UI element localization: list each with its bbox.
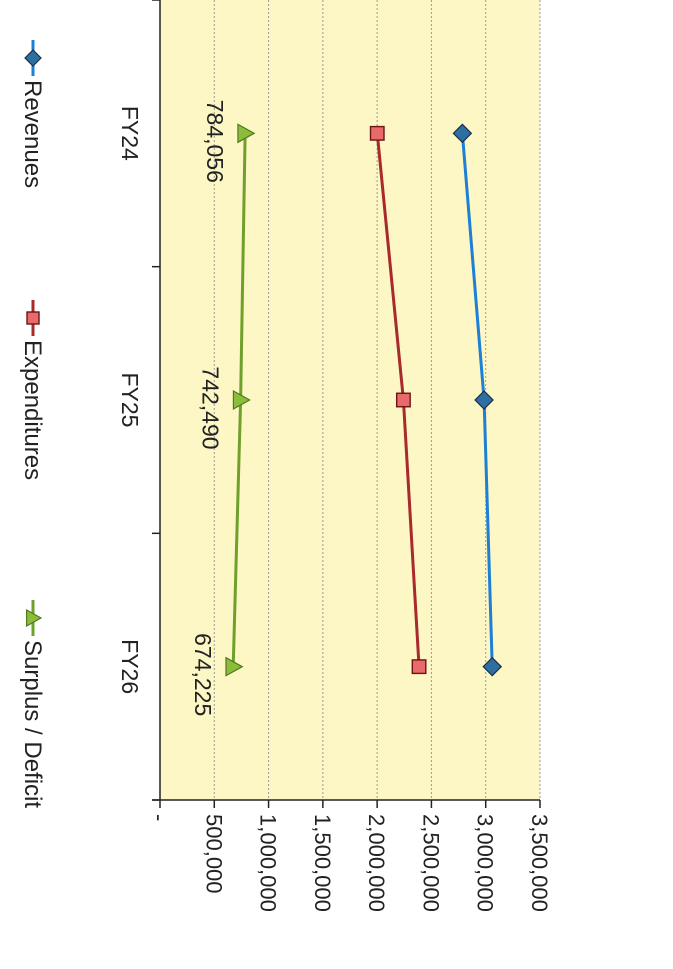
y-tick-label: 2,000,000 bbox=[364, 814, 389, 912]
data-label: 784,056 bbox=[202, 100, 228, 183]
diamond-marker bbox=[452, 123, 473, 144]
legend-label: Revenues bbox=[19, 80, 46, 188]
y-tick-label: 500,000 bbox=[201, 814, 226, 894]
diamond-marker bbox=[474, 390, 494, 410]
square-marker bbox=[369, 125, 385, 141]
legend-label: Surplus / Deficit bbox=[19, 640, 46, 808]
plot-area bbox=[160, 0, 540, 800]
series-markers bbox=[225, 123, 503, 677]
triangle-marker bbox=[232, 389, 251, 411]
rotated-chart: 784,056 742,490 674,225 - 500,000 1,000,000 1… bbox=[19, 0, 552, 912]
legend-diamond-icon bbox=[24, 49, 42, 67]
square-marker bbox=[395, 392, 411, 408]
triangle-marker bbox=[225, 656, 244, 677]
x-tick-label: FY26 bbox=[117, 639, 143, 694]
x-tick-label: FY24 bbox=[117, 106, 143, 161]
axes bbox=[152, 0, 541, 808]
y-tick-label: 2,500,000 bbox=[418, 814, 443, 912]
y-tick-label: 3,000,000 bbox=[473, 814, 498, 912]
y-tick-label: 3,500,000 bbox=[527, 814, 552, 912]
tick-labels: - 500,000 1,000,000 1,500,000 2,000,000 2,500… bbox=[117, 106, 552, 912]
data-label: 674,225 bbox=[190, 633, 216, 716]
legend: Revenues Expenditures Surplus / Deficit bbox=[19, 40, 46, 808]
legend-square-icon bbox=[26, 311, 40, 325]
x-tick-label: FY25 bbox=[117, 373, 143, 428]
y-tick-label: 1,000,000 bbox=[256, 814, 281, 912]
y-tick-label: - bbox=[147, 814, 172, 821]
data-label: 742,490 bbox=[198, 366, 224, 449]
triangle-marker bbox=[237, 123, 256, 144]
y-tick-label: 1,500,000 bbox=[310, 814, 335, 912]
legend-triangle-icon bbox=[25, 608, 43, 628]
diamond-marker bbox=[482, 656, 503, 677]
data-labels: 784,056 742,490 674,225 bbox=[190, 100, 228, 716]
square-marker bbox=[411, 659, 427, 675]
legend-label: Expenditures bbox=[19, 340, 46, 480]
